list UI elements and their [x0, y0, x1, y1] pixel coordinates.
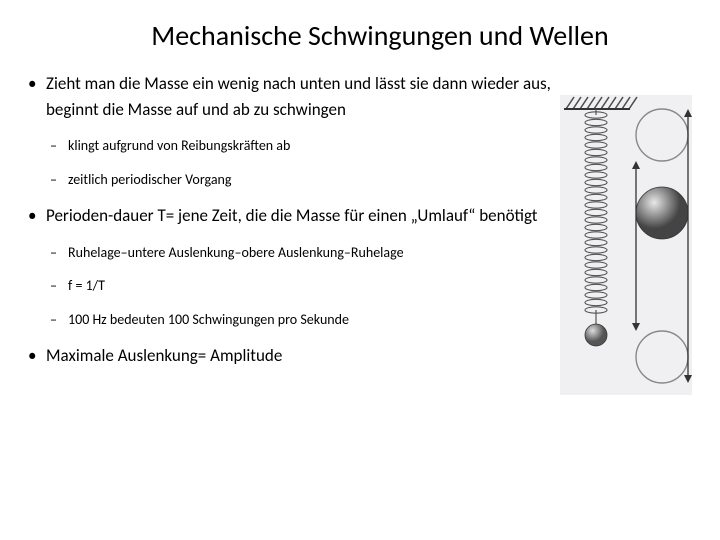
figure-column: [560, 71, 692, 395]
sub-bullet-list: klingt aufgrund von Reibungskräften ab ze…: [46, 136, 552, 189]
bullet-item: Perioden-dauer T= jene Zeit, die die Mas…: [28, 203, 552, 329]
bullet-item: Zieht man die Masse ein wenig nach unten…: [28, 71, 552, 189]
sub-bullet-item: zeitlich periodischer Vorgang: [46, 170, 552, 190]
bullet-text: Perioden-dauer T= jene Zeit, die die Mas…: [46, 205, 537, 226]
bullet-text: Maximale Auslenkung= Amplitude: [46, 345, 282, 366]
bullet-text: Zieht man die Masse ein wenig nach unten…: [46, 73, 551, 120]
text-column: Zieht man die Masse ein wenig nach unten…: [28, 71, 560, 395]
bullet-list: Zieht man die Masse ein wenig nach unten…: [28, 71, 552, 369]
bullet-item: Maximale Auslenkung= Amplitude: [28, 343, 552, 369]
spring-mass-figure: [560, 95, 692, 395]
sub-bullet-item: Ruhelage–untere Auslenkung–obere Auslenk…: [46, 243, 552, 263]
sub-bullet-item: 100 Hz bedeuten 100 Schwingungen pro Sek…: [46, 310, 552, 330]
sub-bullet-item: klingt aufgrund von Reibungskräften ab: [46, 136, 552, 156]
sub-bullet-item: f = 1/T: [46, 276, 552, 296]
slide-title: Mechanische Schwingungen und Wellen: [28, 18, 692, 53]
sub-bullet-list: Ruhelage–untere Auslenkung–obere Auslenk…: [46, 243, 552, 330]
